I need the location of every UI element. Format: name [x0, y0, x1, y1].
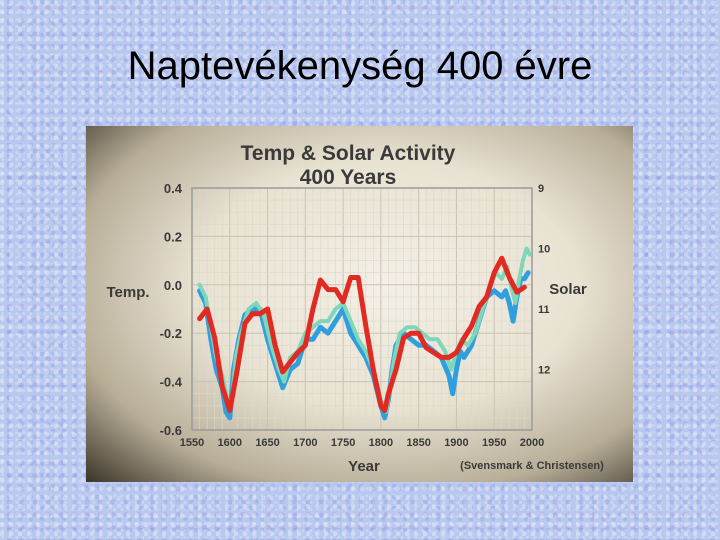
source-credit: (Svensmark & Christensen) [460, 460, 604, 472]
y2-tick-label: 12 [538, 365, 550, 377]
x-tick-label: 1650 [255, 437, 279, 449]
x-tick-label: 1950 [482, 437, 506, 449]
x-axis-label: Year [348, 458, 380, 475]
x-tick-label: 1900 [444, 437, 468, 449]
x-tick-label: 1700 [293, 437, 317, 449]
y2-axis-label: Solar [549, 281, 587, 298]
x-tick-label: 2000 [520, 437, 544, 449]
x-tick-label: 1550 [180, 437, 204, 449]
chart-frame: 1550 1600 1650 1700 1750 1800 1850 1900 1950 2000… [86, 126, 633, 482]
y-tick-label: -0.6 [160, 423, 182, 438]
y2-tick-label: 10 [538, 244, 550, 256]
y-tick-label: 0.2 [164, 229, 182, 244]
temp-solar-chart: 1550 1600 1650 1700 1750 1800 1850 1900 1950 2000… [106, 142, 604, 475]
y-tick-label: 0.4 [164, 181, 183, 196]
series-layer [197, 246, 532, 421]
chart-title: Temp & Solar Activity [241, 142, 456, 165]
y-tick-label: -0.4 [160, 375, 183, 390]
x-tick-label: 1750 [331, 437, 355, 449]
y-tick-label: 0.0 [164, 278, 182, 293]
y2-tick-label: 11 [538, 304, 550, 316]
x-tick-label: 1600 [218, 437, 242, 449]
y-axis-label: Temp. [106, 284, 149, 301]
ticks-layer: 1550 1600 1650 1700 1750 1800 1850 1900 1950 2000… [160, 181, 551, 449]
series-line-3 [197, 255, 527, 414]
x-tick-label: 1850 [406, 437, 430, 449]
y-tick-label: -0.2 [160, 326, 182, 341]
chart-subtitle: 400 Years [300, 166, 397, 189]
x-tick-label: 1800 [369, 437, 393, 449]
y2-tick-label: 9 [538, 183, 544, 195]
slide-title: Naptevékenység 400 évre [127, 44, 593, 88]
plot-border [191, 187, 533, 431]
